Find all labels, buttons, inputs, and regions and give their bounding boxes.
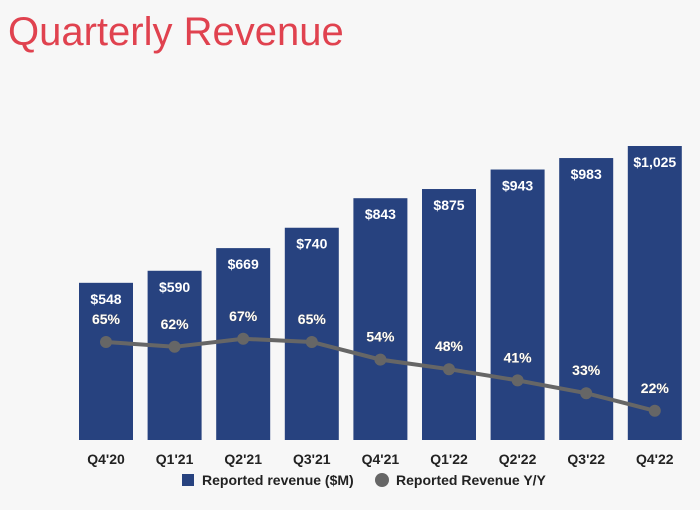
- yoy-label-1: 62%: [161, 316, 190, 332]
- yoy-label-0: 65%: [92, 311, 121, 327]
- yoy-label-2: 67%: [229, 308, 258, 324]
- legend-swatch-revenue: [182, 474, 194, 486]
- revenue-bar-5: [422, 189, 476, 440]
- yoy-point-6: [511, 374, 524, 387]
- yoy-label-4: 54%: [366, 329, 395, 345]
- yoy-point-3: [305, 336, 318, 348]
- yoy-label-5: 48%: [435, 338, 464, 354]
- yoy-label-6: 41%: [504, 349, 533, 365]
- x-tick-label-3: Q3'21: [293, 451, 331, 467]
- legend-label-revenue: Reported revenue ($M): [202, 472, 354, 488]
- x-tick-label-2: Q2'21: [224, 451, 262, 467]
- x-tick-label-8: Q4'22: [636, 451, 674, 467]
- legend: Reported revenue ($M) Reported Revenue Y/…: [182, 472, 547, 488]
- revenue-bar-4: [353, 198, 408, 440]
- revenue-bar-label-6: $943: [502, 178, 533, 194]
- revenue-bar-label-0: $548: [90, 291, 121, 307]
- x-tick-label-7: Q3'22: [567, 451, 605, 467]
- yoy-point-7: [580, 387, 593, 400]
- x-axis-ticks: Q4'20 Q1'21 Q2'21 Q3'21 Q4'21 Q1'22 Q2'22 Q3'22…: [87, 451, 674, 467]
- yoy-label-3: 65%: [298, 311, 327, 327]
- legend-label-yoy: Reported Revenue Y/Y: [396, 472, 547, 488]
- revenue-bar-label-4: $843: [365, 206, 396, 222]
- x-tick-label-4: Q4'21: [362, 451, 400, 467]
- yoy-point-8: [648, 404, 661, 417]
- revenue-bar-label-8: $1,025: [633, 154, 676, 170]
- yoy-point-5: [443, 363, 455, 376]
- revenue-bar-label-7: $983: [571, 166, 602, 182]
- revenue-bar-8: [627, 146, 682, 440]
- x-tick-label-5: Q1'22: [430, 451, 468, 467]
- yoy-point-2: [237, 332, 250, 345]
- revenue-bar-label-2: $669: [228, 256, 259, 272]
- revenue-bar-0: [79, 282, 133, 440]
- yoy-point-4: [374, 353, 387, 366]
- yoy-label-8: 22%: [641, 380, 670, 396]
- chart-title: Quarterly Revenue: [8, 10, 344, 54]
- yoy-line-series: 65% 62% 67% 65% 54% 48% 41% 33% 22%: [92, 307, 670, 417]
- revenue-bar-6: [490, 169, 545, 440]
- yoy-point-1: [168, 340, 181, 353]
- x-tick-label-1: Q1'21: [156, 451, 194, 467]
- revenue-bar-label-5: $875: [433, 197, 464, 213]
- x-tick-label-6: Q2'22: [499, 451, 537, 467]
- yoy-label-7: 33%: [572, 362, 601, 378]
- revenue-bar-3: [284, 227, 339, 440]
- legend-swatch-yoy: [375, 473, 389, 487]
- x-tick-label-0: Q4'20: [87, 451, 125, 467]
- revenue-bar-label-3: $740: [296, 236, 327, 252]
- yoy-point-0: [100, 336, 112, 348]
- revenue-bar-1: [147, 270, 202, 440]
- revenue-bar-label-1: $590: [159, 279, 190, 295]
